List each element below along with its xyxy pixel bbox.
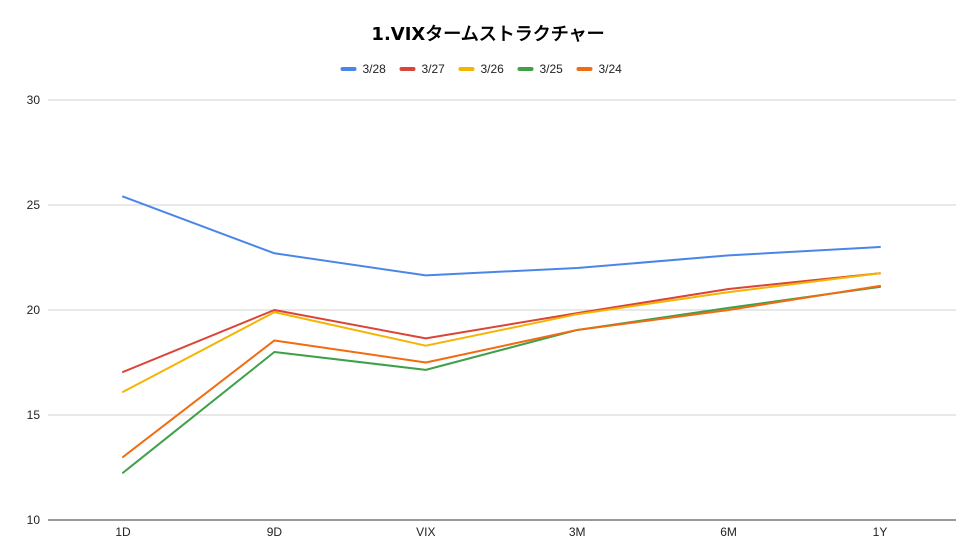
series-line-3-25	[122, 285, 881, 474]
series-line-3-28	[122, 195, 881, 277]
x-tick-label: VIX	[416, 525, 435, 539]
x-tick-label: 9D	[267, 525, 283, 539]
legend-item-3-25[interactable]: 3/25	[517, 62, 564, 76]
series-line-3-27	[122, 272, 881, 373]
series-line-3-26	[122, 272, 881, 393]
legend-item-3-26[interactable]: 3/26	[458, 62, 505, 76]
y-tick-label: 15	[27, 408, 41, 422]
x-tick-label: 1Y	[873, 525, 888, 539]
y-tick-label: 20	[27, 303, 41, 317]
chart-title: 1.VIXタームストラクチャー	[371, 24, 604, 45]
legend-label: 3/26	[481, 62, 505, 76]
y-tick-label: 25	[27, 198, 41, 212]
series-line-3-24	[122, 284, 881, 458]
x-tick-label: 1D	[115, 525, 131, 539]
x-axis: 1D 9D VIX 3M 6M 1Y	[115, 525, 887, 539]
y-axis: 10 15 20 25 30	[27, 93, 41, 527]
legend-label: 3/25	[540, 62, 564, 76]
x-tick-label: 6M	[720, 525, 737, 539]
y-tick-label: 10	[27, 513, 41, 527]
legend-item-3-24[interactable]: 3/24	[576, 62, 623, 76]
legend-item-3-28[interactable]: 3/28	[340, 62, 387, 76]
legend-label: 3/27	[422, 62, 446, 76]
legend-label: 3/28	[363, 62, 387, 76]
x-tick-label: 3M	[569, 525, 586, 539]
legend-item-3-27[interactable]: 3/27	[399, 62, 446, 76]
series-layer	[122, 195, 881, 474]
legend-label: 3/24	[599, 62, 623, 76]
gridlines	[48, 99, 956, 521]
legend: 3/28 3/27 3/26 3/25 3/24	[340, 62, 623, 76]
y-tick-label: 30	[27, 93, 41, 107]
